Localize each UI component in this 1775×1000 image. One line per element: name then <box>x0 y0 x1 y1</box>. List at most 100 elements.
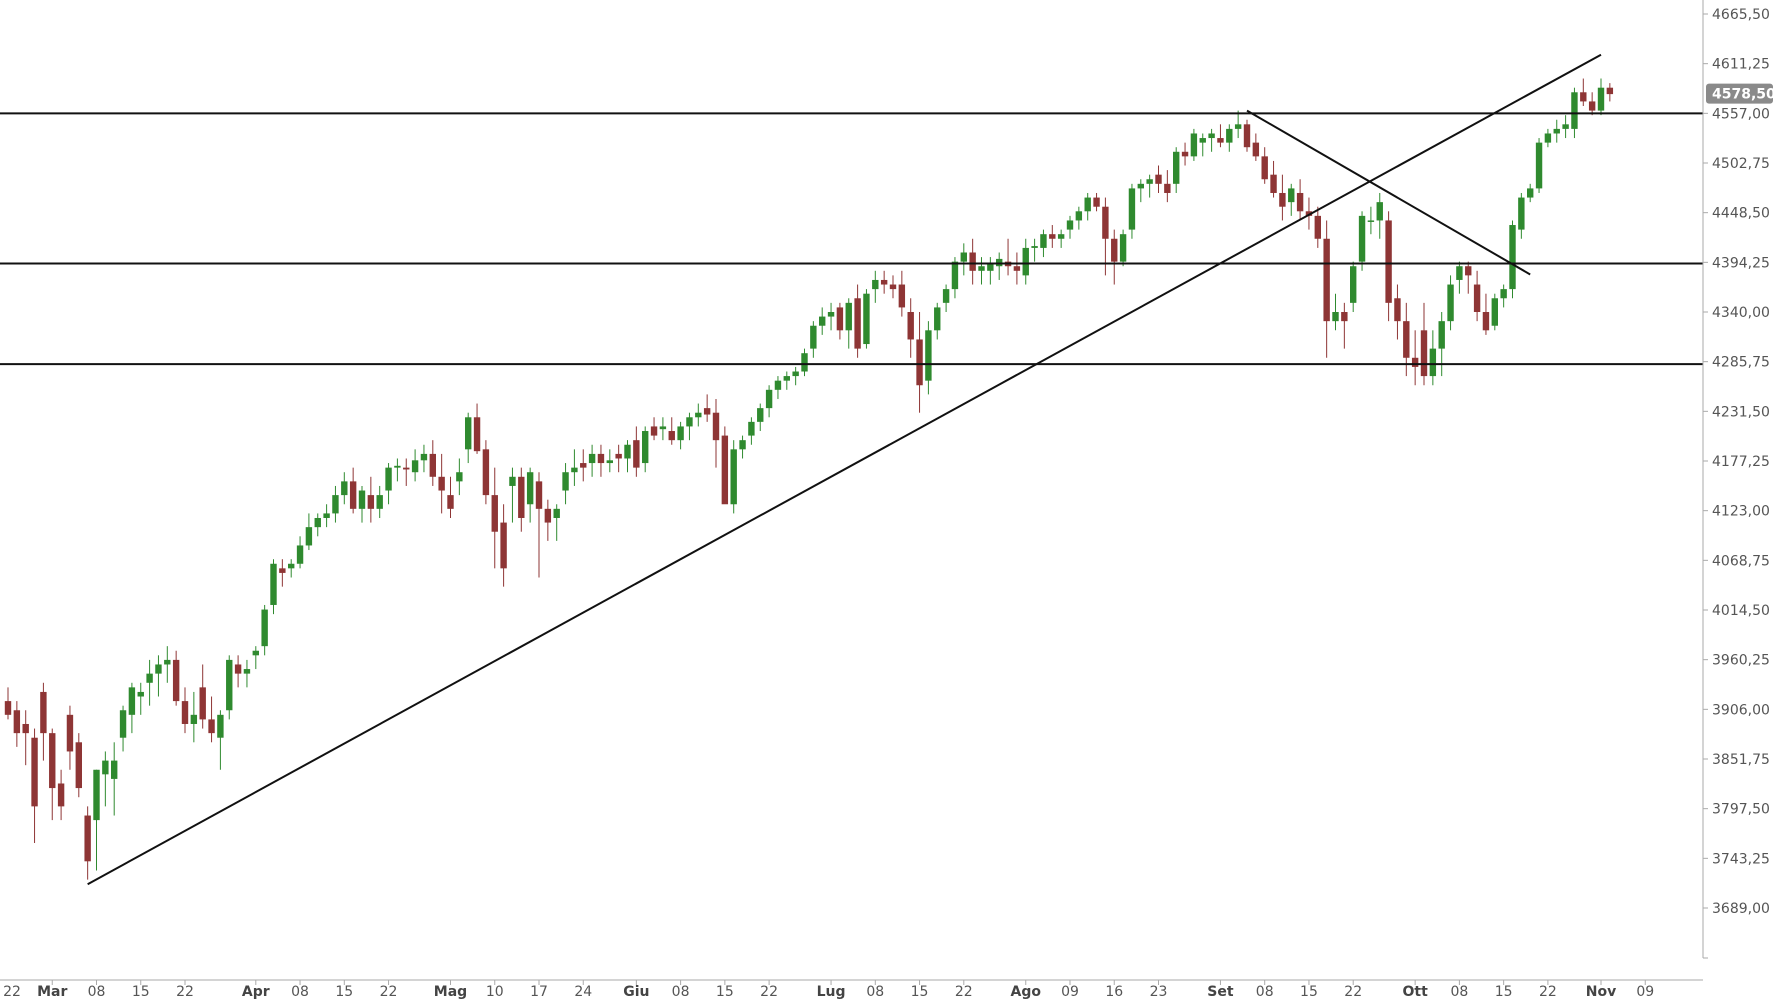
candle-body <box>518 476 525 518</box>
candle <box>1447 275 1454 331</box>
candle <box>4 687 12 720</box>
candle <box>703 394 711 422</box>
candle <box>1111 229 1118 285</box>
candle-body <box>473 417 481 452</box>
candle-body <box>323 513 330 518</box>
candle <box>1217 124 1224 148</box>
candle-body <box>155 664 162 674</box>
candle <box>403 458 410 486</box>
candle <box>155 655 162 697</box>
candle <box>429 440 436 486</box>
candle-body <box>102 760 109 775</box>
y-tick-label: 3743,25 <box>1712 851 1770 867</box>
candle-body <box>137 691 144 697</box>
candle-body <box>1606 87 1614 95</box>
candle <box>1208 128 1215 152</box>
candle-body <box>907 312 914 340</box>
candle-body <box>1057 234 1065 239</box>
candle-body <box>403 467 410 470</box>
candle-body <box>942 289 950 303</box>
candle <box>146 659 153 706</box>
candle-body <box>1226 128 1233 143</box>
x-tick-label: 22 <box>176 984 194 1000</box>
candle <box>1226 124 1233 152</box>
candle <box>252 646 259 670</box>
x-tick-label: 22 <box>3 984 21 1000</box>
candle <box>801 348 808 377</box>
candle-body <box>677 426 684 441</box>
candle <box>695 403 702 427</box>
candle <box>1013 252 1021 285</box>
candle-body <box>482 449 490 496</box>
candle <box>606 449 613 473</box>
candle <box>31 728 38 843</box>
candle-body <box>1447 284 1454 322</box>
candle-body <box>916 339 923 386</box>
x-ticks-group: 22 Mar 08 15 22 Apr 08 15 22 Mag 10 17 24 Giu 08 15 22 Lu… <box>3 980 1654 1000</box>
candle <box>916 312 923 413</box>
candle-body <box>411 460 419 473</box>
candle <box>358 485 366 523</box>
candle <box>305 513 313 551</box>
candle-body <box>1500 289 1507 299</box>
candle <box>863 289 870 349</box>
candle-body <box>597 453 605 464</box>
candle-body <box>66 714 74 752</box>
candle <box>624 440 631 473</box>
candle <box>642 426 649 473</box>
candle <box>1323 220 1330 358</box>
candle-body <box>1385 220 1392 303</box>
candle <box>1190 128 1198 161</box>
candle <box>1199 133 1206 157</box>
candle-body <box>1279 192 1286 207</box>
candle-body <box>1155 174 1162 184</box>
candle <box>677 421 684 450</box>
candle-body <box>456 472 463 482</box>
candle-body <box>341 481 348 496</box>
candle-body <box>1394 298 1401 322</box>
candle-body <box>1146 179 1153 184</box>
y-tick-label: 3960,25 <box>1712 653 1770 669</box>
candle <box>1420 302 1428 386</box>
y-tick-label: 4502,75 <box>1712 156 1770 172</box>
candle <box>465 412 472 464</box>
candle <box>1243 119 1251 152</box>
candle-body <box>1438 321 1445 349</box>
candle <box>1358 211 1366 271</box>
candle-body <box>1296 192 1304 212</box>
candle <box>137 682 144 715</box>
candle <box>288 559 295 578</box>
candle-body <box>686 417 693 427</box>
candle <box>243 659 251 688</box>
candle <box>562 463 569 505</box>
candle <box>1482 293 1490 335</box>
candle <box>1314 206 1321 248</box>
candle <box>1553 119 1560 143</box>
candle-body <box>270 563 277 605</box>
candle-body <box>1562 124 1569 129</box>
candle-body <box>562 472 569 491</box>
y-tick-label: 4340,00 <box>1712 305 1770 321</box>
candle-body <box>571 467 578 473</box>
y-tick-label: 4068,75 <box>1712 553 1770 569</box>
candle-body <box>1066 220 1074 230</box>
x-tick-label: 08 <box>291 984 309 1000</box>
candle <box>526 467 534 523</box>
candle-body <box>1509 225 1516 290</box>
candle <box>1473 270 1481 322</box>
candles-group <box>4 78 1614 880</box>
candle-body <box>119 710 127 738</box>
candle-body <box>1252 142 1260 157</box>
candle-body <box>1164 183 1171 193</box>
candle-body <box>827 312 835 317</box>
candle <box>1288 183 1295 216</box>
candle <box>748 417 755 445</box>
candle-body <box>580 463 587 468</box>
candle-body <box>279 568 286 573</box>
candle-body <box>1261 156 1268 180</box>
candle <box>1597 78 1605 116</box>
candle-body <box>1270 174 1277 193</box>
trend-line <box>1246 109 1531 276</box>
candle <box>978 257 985 285</box>
candle <box>1438 312 1445 377</box>
